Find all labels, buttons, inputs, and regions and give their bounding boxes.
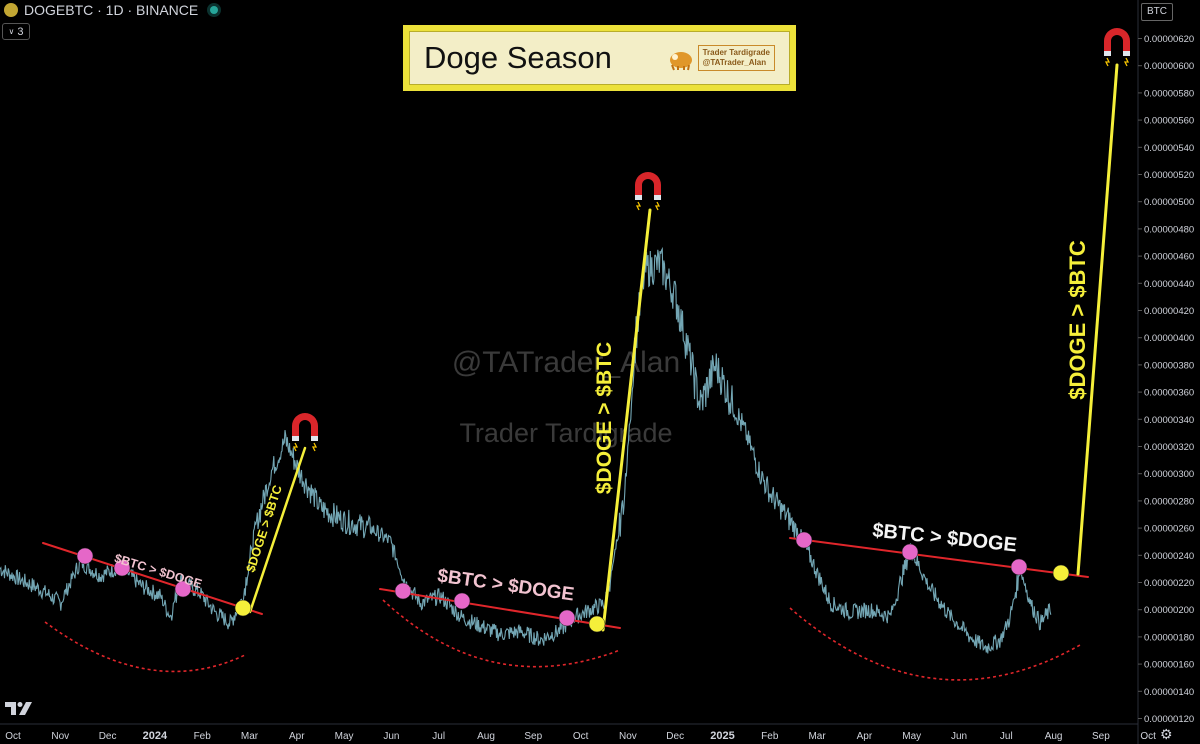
x-tick-label: Jul: [432, 731, 445, 742]
y-tick-label: 0.00000360: [1144, 388, 1194, 399]
x-tick-label: Feb: [761, 731, 779, 742]
touch-marker: [795, 531, 813, 549]
x-tick-label: Aug: [1045, 731, 1063, 742]
x-tick-label: Dec: [666, 731, 684, 742]
y-tick-label: 0.00000280: [1144, 496, 1194, 507]
breakout-marker: [588, 615, 606, 633]
brand-name: Trader Tardigrade: [702, 48, 770, 57]
live-status-icon: [210, 6, 219, 14]
x-tick-label: Apr: [289, 731, 305, 742]
magnet-icon: [292, 413, 318, 452]
title-banner: Doge Season Trader Tardigrade @TATrader_…: [403, 25, 796, 91]
y-tick-label: 0.00000140: [1144, 687, 1194, 698]
x-tick-label: Sep: [524, 731, 542, 742]
x-tick-label: Jul: [1000, 731, 1013, 742]
indicators-toggle[interactable]: ∨ 3: [2, 23, 30, 40]
tradingview-logo-icon[interactable]: [5, 700, 33, 716]
y-tick-label: 0.00000240: [1144, 551, 1194, 562]
brand-badge: Trader Tardigrade @TATrader_Alan: [668, 45, 775, 71]
doge-coin-icon: [4, 3, 18, 17]
symbol-header[interactable]: DOGEBTC · 1D · BINANCE: [4, 2, 219, 18]
brand-handle: @TATrader_Alan: [702, 58, 767, 67]
y-tick-label: 0.00000200: [1144, 605, 1194, 616]
rounding-arc-1: [44, 621, 246, 673]
y-tick-label: 0.00000340: [1144, 415, 1194, 426]
x-tick-label: Jun: [951, 731, 967, 742]
y-tick-label: 0.00000520: [1144, 170, 1194, 181]
x-tick-label: 2024: [143, 730, 168, 742]
y-tick-label: 0.00000440: [1144, 279, 1194, 290]
x-tick-label: May: [335, 731, 354, 742]
magnet-icon: [635, 172, 661, 211]
x-tick-label: Oct: [1140, 731, 1156, 742]
symbol-label: DOGEBTC · 1D · BINANCE: [24, 2, 199, 18]
y-tick-label: 0.00000600: [1144, 61, 1194, 72]
watermark-brand: Trader Tardigrade: [459, 418, 672, 448]
y-tick-label: 0.00000560: [1144, 116, 1194, 127]
magnet-icon: [1104, 28, 1130, 67]
x-tick-label: Feb: [194, 731, 212, 742]
y-tick-label: 0.00000160: [1144, 660, 1194, 671]
touch-marker: [394, 582, 412, 600]
x-tick-label: Mar: [808, 731, 826, 742]
y-tick-label: 0.00000180: [1144, 632, 1194, 643]
x-tick-label: Aug: [477, 731, 495, 742]
watermark-handle: @TATrader_Alan: [452, 346, 680, 379]
y-tick-label: 0.00000220: [1144, 578, 1194, 589]
rounding-arc-3: [789, 607, 1081, 681]
x-tick-label: Apr: [857, 731, 873, 742]
y-tick-label: 0.00000400: [1144, 333, 1194, 344]
trendline-2: [379, 588, 621, 629]
x-tick-label: Dec: [99, 731, 117, 742]
x-tick-label: Mar: [241, 731, 259, 742]
indicator-count: 3: [17, 25, 24, 38]
chart-title: Doge Season: [424, 40, 612, 75]
touch-marker: [113, 559, 131, 577]
x-tick-label: Sep: [1092, 731, 1110, 742]
y-tick-label: 0.00000500: [1144, 197, 1194, 208]
axis-unit-button[interactable]: BTC: [1141, 3, 1173, 21]
y-tick-label: 0.00000380: [1144, 360, 1194, 371]
y-tick-label: 0.00000480: [1144, 224, 1194, 235]
x-tick-label: Oct: [5, 731, 21, 742]
tardigrade-logo-icon: [669, 52, 692, 71]
y-axis-panel: [1138, 0, 1200, 744]
y-tick-label: 0.00000420: [1144, 306, 1194, 317]
y-tick-label: 0.00000620: [1144, 34, 1194, 45]
projection-line-3: [1076, 63, 1119, 576]
y-tick-label: 0.00000320: [1144, 442, 1194, 453]
touch-marker: [901, 543, 919, 561]
x-tick-label: Nov: [619, 731, 637, 742]
breakout-marker: [1052, 564, 1070, 582]
settings-gear-icon[interactable]: ⚙: [1160, 726, 1173, 742]
touch-marker: [174, 580, 192, 598]
x-tick-label: Nov: [51, 731, 69, 742]
projection-line-1: [248, 446, 307, 614]
trendline-3: [789, 537, 1089, 578]
rounding-arc-2: [382, 599, 621, 668]
projection-label-2: $DOGE > $BTC: [593, 342, 616, 494]
y-tick-label: 0.00000460: [1144, 252, 1194, 263]
y-tick-label: 0.00000580: [1144, 88, 1194, 99]
chevron-down-icon: ∨: [8, 27, 15, 36]
touch-marker: [453, 592, 471, 610]
touch-marker: [558, 609, 576, 627]
x-tick-label: May: [902, 731, 921, 742]
breakout-marker: [234, 599, 252, 617]
projection-label-3: $DOGE > $BTC: [1065, 240, 1090, 400]
x-tick-label: Oct: [573, 731, 589, 742]
y-tick-label: 0.00000260: [1144, 524, 1194, 535]
y-tick-label: 0.00000540: [1144, 143, 1194, 154]
projection-line-2: [601, 208, 652, 632]
trendline-1: [42, 542, 263, 615]
x-tick-label: Jun: [383, 731, 399, 742]
touch-marker: [76, 547, 94, 565]
x-tick-label: 2025: [710, 730, 734, 742]
y-tick-label: 0.00000120: [1144, 714, 1194, 725]
touch-marker: [1010, 558, 1028, 576]
y-tick-label: 0.00000300: [1144, 469, 1194, 480]
price-series-line: [0, 246, 1052, 654]
